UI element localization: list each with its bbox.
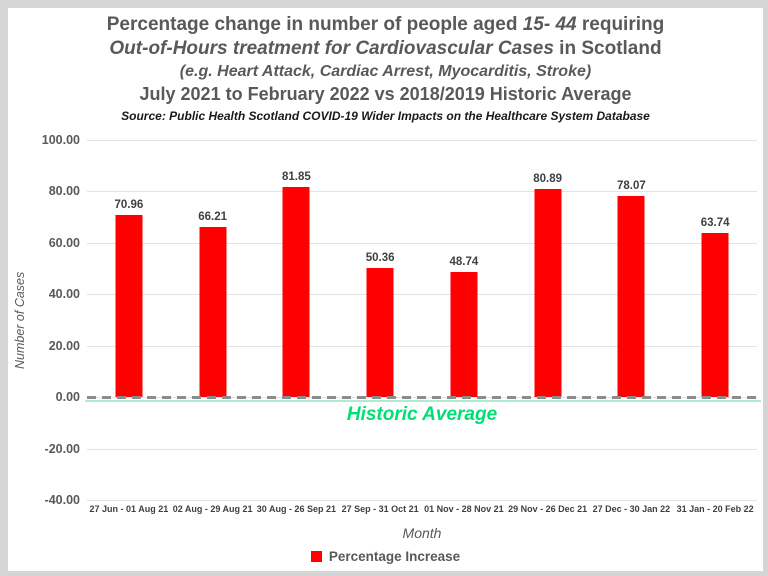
legend-label: Percentage Increase (328, 549, 461, 564)
bar-column: 50.36 (338, 140, 422, 398)
bar-value-label: 63.74 (700, 217, 730, 230)
x-tick-label: 31 Jan - 20 Feb 22 (676, 504, 754, 514)
chart-source-note: Source: Public Health Scotland COVID-19 … (121, 109, 650, 123)
gridline (87, 140, 757, 141)
bar-value-label: 81.85 (281, 170, 311, 183)
plot-area: 70.96 66.21 81.85 50.36 48.74 80.89 78.07 63.74… (85, 140, 761, 501)
gridline (87, 500, 757, 501)
gridline (87, 191, 757, 193)
bar-column: 66.21 (171, 140, 255, 398)
bar (366, 267, 394, 398)
bar-column: 81.85 (255, 140, 339, 398)
title-text: in Scotland (553, 38, 662, 59)
gridline (87, 345, 757, 347)
x-tick-label: 27 Dec - 30 Jan 22 (592, 504, 671, 514)
bar-value-label: 78.07 (616, 180, 646, 193)
chart-title-line-2: Out-of-Hours treatment for Cardiovascula… (8, 37, 763, 61)
title-text-age-range: 15- 44 (522, 14, 577, 35)
x-tick-label: 01 Nov - 28 Nov 21 (424, 504, 504, 514)
chart-legend: Percentage Increase (8, 549, 763, 564)
x-tick-label: 29 Nov - 26 Dec 21 (508, 504, 588, 514)
gridline (87, 242, 757, 244)
legend-swatch (310, 551, 322, 562)
chart-title-line-1: Percentage change in number of people ag… (8, 13, 763, 37)
x-tick-label: 30 Aug - 26 Sep 21 (256, 504, 336, 514)
title-text-treatment: Out-of-Hours treatment for Cardiovascula… (109, 38, 554, 59)
chart-subtitle-examples: (e.g. Heart Attack, Cardiac Arrest, Myoc… (179, 63, 592, 80)
bar-column: 78.07 (590, 140, 674, 398)
chart-subtitle-period: July 2021 to February 2022 vs 2018/2019 … (139, 84, 632, 104)
chart-title-block: Percentage change in number of people ag… (8, 13, 763, 124)
bar-column: 63.74 (673, 140, 757, 398)
bar-value-label: 48.74 (449, 255, 479, 268)
y-tick-label: 60.00 (48, 235, 80, 250)
title-text: Percentage change in number of people ag… (106, 14, 523, 35)
x-axis-tick-labels: 27 Jun - 01 Aug 21 02 Aug - 29 Aug 21 30 A… (87, 504, 757, 514)
y-tick-label: -40.00 (44, 493, 80, 507)
bar (115, 214, 143, 398)
bar-column: 80.89 (506, 140, 590, 398)
bar-value-label: 80.89 (533, 173, 563, 186)
historic-average-label: Historic Average (346, 404, 498, 426)
bar-value-label: 50.36 (365, 251, 395, 264)
chart-frame: Percentage change in number of people ag… (8, 8, 763, 571)
y-tick-label: 0.00 (55, 390, 80, 405)
bar (701, 233, 729, 398)
title-text: requiring (576, 14, 665, 35)
y-tick-label: 20.00 (48, 338, 80, 353)
bar-column: 70.96 (87, 140, 171, 398)
x-axis-title: Month (402, 525, 442, 541)
y-tick-label: 40.00 (48, 287, 80, 302)
bar-value-label: 66.21 (198, 210, 228, 223)
gridline (87, 448, 757, 450)
y-tick-label: 100.00 (41, 133, 80, 147)
bar (199, 226, 227, 398)
bars-layer: 70.96 66.21 81.85 50.36 48.74 80.89 78.07 63.74 (87, 140, 757, 398)
y-tick-label: -20.00 (44, 441, 80, 456)
bar-column: 48.74 (422, 140, 506, 398)
bar (282, 186, 310, 398)
x-tick-label: 27 Sep - 31 Oct 21 (341, 504, 419, 514)
bar (534, 189, 562, 398)
x-tick-label: 27 Jun - 01 Aug 21 (89, 504, 169, 514)
bar (617, 196, 645, 398)
bar-value-label: 70.96 (114, 198, 144, 211)
zero-reference-dashed-line (87, 396, 757, 400)
bar (450, 271, 478, 398)
zero-reference-solid-line (85, 400, 761, 403)
gridline (87, 294, 757, 296)
x-tick-label: 02 Aug - 29 Aug 21 (172, 504, 253, 514)
y-tick-label: 80.00 (48, 184, 80, 199)
